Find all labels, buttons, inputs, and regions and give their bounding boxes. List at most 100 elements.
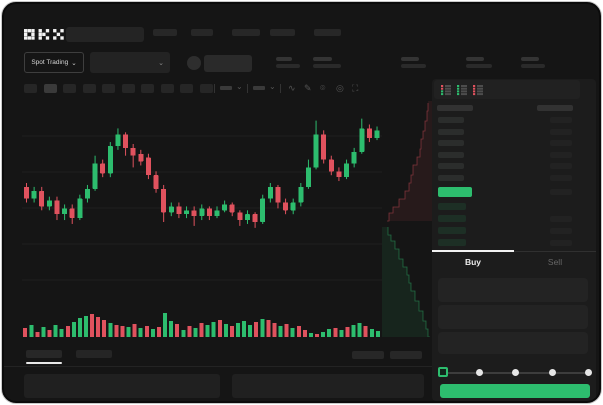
slider-stop[interactable]	[548, 369, 556, 376]
volume-bar	[369, 329, 374, 337]
coin-avatar[interactable]	[187, 56, 201, 70]
price-input[interactable]	[438, 278, 588, 302]
orderbook-bid-price[interactable]	[438, 203, 466, 210]
orderbook-ask-amount[interactable]	[550, 174, 572, 181]
orderbook-amount-bar	[550, 189, 572, 195]
candle-body	[374, 130, 380, 139]
volume-bar	[211, 322, 216, 337]
toolbar-divider	[247, 84, 248, 93]
chart-type-dropdown[interactable]	[253, 86, 265, 90]
market-type-label: Spot Trading	[31, 59, 69, 66]
bottom-tab-active[interactable]	[26, 350, 62, 358]
orderbook-view-bids-icon[interactable]	[456, 84, 468, 96]
candle-body	[138, 153, 144, 162]
nav-item-placeholder[interactable]	[153, 29, 177, 36]
slider-stop[interactable]	[512, 369, 519, 376]
camera-icon[interactable]: ⌾	[320, 83, 326, 93]
volume-bar	[296, 326, 301, 337]
market-type-dropdown[interactable]: Spot Trading ⌄	[24, 52, 84, 73]
nav-item-placeholder[interactable]	[270, 29, 295, 36]
chevron-down-icon: ⌄	[236, 82, 243, 91]
orderbook-ask-price[interactable]	[438, 140, 464, 146]
tab-sell[interactable]: Sell	[547, 257, 563, 267]
bottom-tab-active-indicator	[26, 362, 62, 364]
timeframe-button[interactable]	[180, 84, 193, 93]
orderbook-bid-price[interactable]	[438, 239, 466, 246]
timeframe-button[interactable]	[24, 84, 37, 93]
volume-bar	[254, 322, 259, 337]
slider-stop[interactable]	[475, 369, 483, 376]
orderbook-bid-amount[interactable]	[550, 240, 572, 246]
candle-body	[92, 163, 98, 189]
candle-body	[77, 198, 83, 219]
nav-item-placeholder[interactable]	[191, 29, 213, 36]
timeframe-button[interactable]	[141, 84, 154, 93]
orderbook-bid-amount[interactable]	[550, 228, 572, 234]
orderbook-bid-price[interactable]	[438, 227, 466, 234]
volume-bar	[132, 324, 137, 337]
orderbook-bid-price[interactable]	[438, 215, 466, 222]
draw-tool-icon[interactable]: ✎	[304, 83, 312, 93]
orderbook-ask-price[interactable]	[438, 163, 464, 169]
total-input[interactable]	[438, 332, 588, 354]
nav-item-placeholder[interactable]	[314, 29, 341, 36]
volume-bar	[321, 332, 326, 337]
chevron-down-icon: ⌄	[71, 59, 77, 67]
timeframe-button[interactable]	[199, 84, 213, 93]
volume-bar	[102, 320, 107, 337]
orderbook-view-combined-icon[interactable]	[440, 84, 452, 96]
orderbook-ask-amount[interactable]	[550, 151, 572, 158]
volume-bar	[375, 331, 380, 337]
orderbook-bid-amount[interactable]	[550, 216, 572, 222]
search-input[interactable]	[66, 27, 144, 42]
amount-slider-handle[interactable]	[438, 367, 448, 377]
bottom-action-button[interactable]	[390, 351, 422, 359]
orderbook-view-asks-icon[interactable]	[472, 84, 484, 96]
ticker-stat	[401, 57, 426, 68]
ticker-stat	[276, 57, 300, 68]
volume-bar	[278, 326, 283, 337]
slider-stop[interactable]	[585, 369, 592, 376]
ticker-stat-value	[521, 57, 539, 61]
pair-selector-dropdown[interactable]: ⌄	[90, 52, 170, 73]
orderbook-ask-amount[interactable]	[550, 163, 572, 169]
candle-body	[237, 212, 243, 221]
ticker-stat-value	[276, 57, 292, 61]
volume-bar	[96, 317, 101, 337]
candle-body	[260, 198, 266, 222]
bottom-tab[interactable]	[76, 350, 112, 358]
chevron-down-icon: ⌄	[269, 82, 276, 91]
last-price-indicator[interactable]	[438, 187, 472, 197]
timeframe-button[interactable]	[121, 84, 135, 93]
amount-input[interactable]	[438, 305, 588, 329]
buy-submit-button[interactable]	[440, 384, 590, 398]
volume-bar	[229, 326, 234, 337]
orderbook-ask-price[interactable]	[438, 128, 464, 135]
tab-buy[interactable]: Buy	[432, 250, 514, 272]
depth-asks-area	[387, 101, 432, 221]
orderbook-ask-amount[interactable]	[550, 140, 572, 146]
bottom-action-button[interactable]	[352, 351, 384, 359]
orderbook-ask-price[interactable]	[438, 174, 464, 181]
fullscreen-icon[interactable]: ⛶	[352, 83, 359, 93]
timeframe-button[interactable]	[63, 84, 76, 93]
candlestick-chart[interactable]	[22, 101, 382, 301]
volume-bar	[53, 325, 58, 337]
orderbook-ask-price[interactable]	[438, 117, 464, 123]
timeframe-button[interactable]	[82, 84, 96, 93]
volume-bar	[260, 319, 265, 337]
timeframe-button[interactable]	[43, 84, 57, 93]
timeframe-button[interactable]	[160, 84, 174, 93]
orderbook-ask-amount[interactable]	[550, 128, 572, 135]
depth-asks-line	[387, 103, 429, 222]
volume-bar	[187, 326, 192, 337]
ticker-stat	[466, 57, 492, 68]
nav-item-placeholder[interactable]	[232, 29, 260, 36]
settings-circle-icon[interactable]: ◎	[336, 83, 344, 93]
header-action-button[interactable]	[204, 55, 252, 72]
indicator-dropdown[interactable]	[220, 86, 232, 90]
orderbook-ask-amount[interactable]	[550, 117, 572, 123]
wave-tool-icon[interactable]: ∿	[288, 83, 296, 93]
orderbook-ask-price[interactable]	[438, 151, 464, 158]
timeframe-button[interactable]	[102, 84, 115, 93]
